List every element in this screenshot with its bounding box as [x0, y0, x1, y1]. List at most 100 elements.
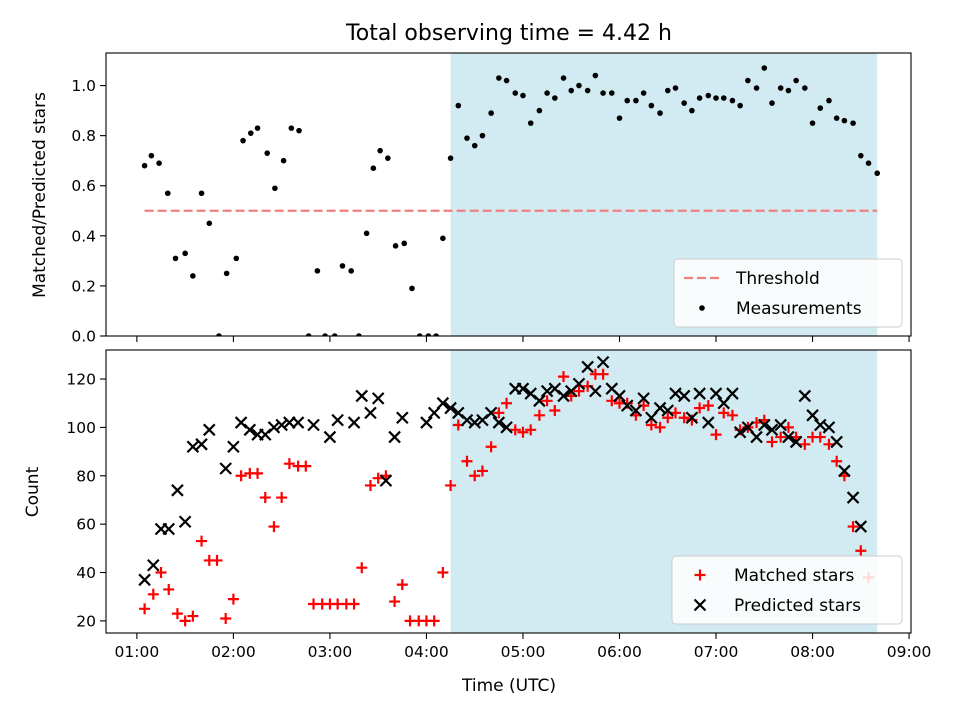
measurement-point — [348, 268, 354, 274]
measurement-point — [206, 220, 213, 227]
predicted-star-point — [813, 418, 827, 432]
y-tick-label: 0.2 — [71, 277, 96, 295]
predicted-star-point — [379, 474, 393, 487]
predicted-star-point — [846, 491, 860, 504]
matched-star-point — [179, 615, 191, 627]
predicted-star-point — [275, 418, 288, 432]
matched-star-point — [726, 409, 738, 421]
legend-predicted-label: Predicted stars — [734, 596, 861, 616]
predicted-star-point — [178, 515, 192, 529]
matched-star-point — [718, 407, 730, 419]
y-tick-label: 80 — [76, 467, 96, 485]
measurement-point — [753, 85, 760, 91]
matched-star-point — [300, 460, 312, 472]
matched-star-point — [235, 470, 247, 482]
predicted-star-point — [420, 416, 433, 429]
legend-predicted-swatch — [693, 598, 707, 612]
measurement-point — [401, 240, 408, 247]
predicted-star-point — [717, 396, 731, 410]
matched-star-point — [259, 492, 271, 504]
measurement-point — [363, 230, 370, 237]
measurement-point — [672, 85, 679, 91]
matched-star-point — [702, 400, 714, 412]
matched-star-point — [831, 455, 843, 467]
matched-star-point — [139, 603, 151, 615]
matched-star-point — [573, 385, 585, 397]
measurement-point — [339, 263, 346, 269]
predicted-star-point — [323, 430, 337, 444]
x-tick-label: 04:00 — [404, 643, 449, 661]
data-layer — [141, 65, 881, 336]
matched-star-point — [428, 615, 440, 627]
measurement-point — [600, 90, 606, 96]
predicted-star-point — [307, 418, 320, 432]
predicted-star-point — [267, 421, 281, 434]
matched-star-point — [669, 407, 681, 419]
measurement-point — [190, 273, 196, 279]
measurement-point — [713, 95, 719, 101]
matched-star-point — [823, 438, 835, 450]
predicted-star-point — [782, 430, 795, 444]
measurement-point — [233, 255, 240, 262]
predicted-star-point — [186, 440, 200, 454]
measurement-point — [657, 110, 663, 116]
predicted-star-point — [774, 418, 787, 432]
predicted-star-point — [758, 418, 771, 432]
bottom-panel: 20 40 60 80 100 120 01:00 02:00 03:00 04:00 05:00 0… — [66, 349, 931, 661]
measurement-point — [425, 333, 432, 336]
measurement-point — [874, 170, 881, 177]
top-ylabel: Matched/Predicted stars — [30, 92, 50, 298]
matched-star-point — [276, 492, 288, 504]
measurement-point — [331, 333, 338, 336]
measurement-point — [305, 333, 312, 336]
predicted-star-point — [396, 411, 409, 425]
predicted-star-point — [484, 406, 498, 420]
matched-star-point — [252, 467, 264, 479]
measurement-point — [314, 268, 321, 274]
predicted-star-point — [371, 392, 385, 405]
measurement-point — [681, 100, 687, 106]
measurement-point — [858, 152, 864, 159]
measurement-point — [264, 150, 270, 156]
measurement-point — [769, 100, 775, 106]
measurement-point — [689, 107, 695, 114]
predicted-star-point — [726, 387, 739, 400]
matched-star-point — [525, 424, 537, 436]
x-tick-label: 01:00 — [115, 643, 160, 661]
axes-frame — [105, 52, 912, 337]
measurement-point — [833, 115, 840, 121]
x-tick-label: 03:00 — [308, 643, 353, 661]
predicted-star-point — [629, 404, 643, 417]
predicted-star-point — [661, 404, 675, 417]
measurement-point — [370, 165, 377, 172]
matched-star-point — [775, 431, 787, 443]
matched-star-point — [694, 402, 706, 414]
measurement-point — [608, 90, 615, 96]
matched-star-point — [654, 421, 666, 433]
predicted-star-point — [500, 421, 513, 434]
measurement-point — [745, 77, 751, 84]
y-tick-label: 0.0 — [71, 328, 96, 346]
predicted-star-point — [581, 360, 594, 374]
predicted-star-point — [620, 399, 634, 412]
matched-star-point — [782, 421, 794, 433]
x-tick-label: 08:00 — [790, 643, 835, 661]
measurement-point — [664, 87, 671, 94]
matched-star-point — [283, 458, 295, 470]
measurement-point — [455, 102, 462, 109]
y-tick-label: 100 — [66, 419, 96, 437]
matched-star-point — [171, 608, 183, 620]
measurement-point — [785, 87, 792, 94]
matched-star-point — [501, 397, 513, 409]
matched-star-point — [533, 409, 545, 421]
predicted-star-point — [613, 389, 626, 403]
predicted-star-point — [750, 430, 763, 444]
y-tick-label: 40 — [76, 564, 96, 582]
x-tick-label: 02:00 — [211, 643, 256, 661]
matched-star-point — [558, 371, 570, 383]
predicted-star-point — [347, 416, 361, 429]
matched-star-point — [469, 470, 481, 482]
measurement-point — [148, 152, 155, 159]
predicted-star-point — [171, 484, 184, 497]
predicted-star-point — [331, 413, 344, 427]
